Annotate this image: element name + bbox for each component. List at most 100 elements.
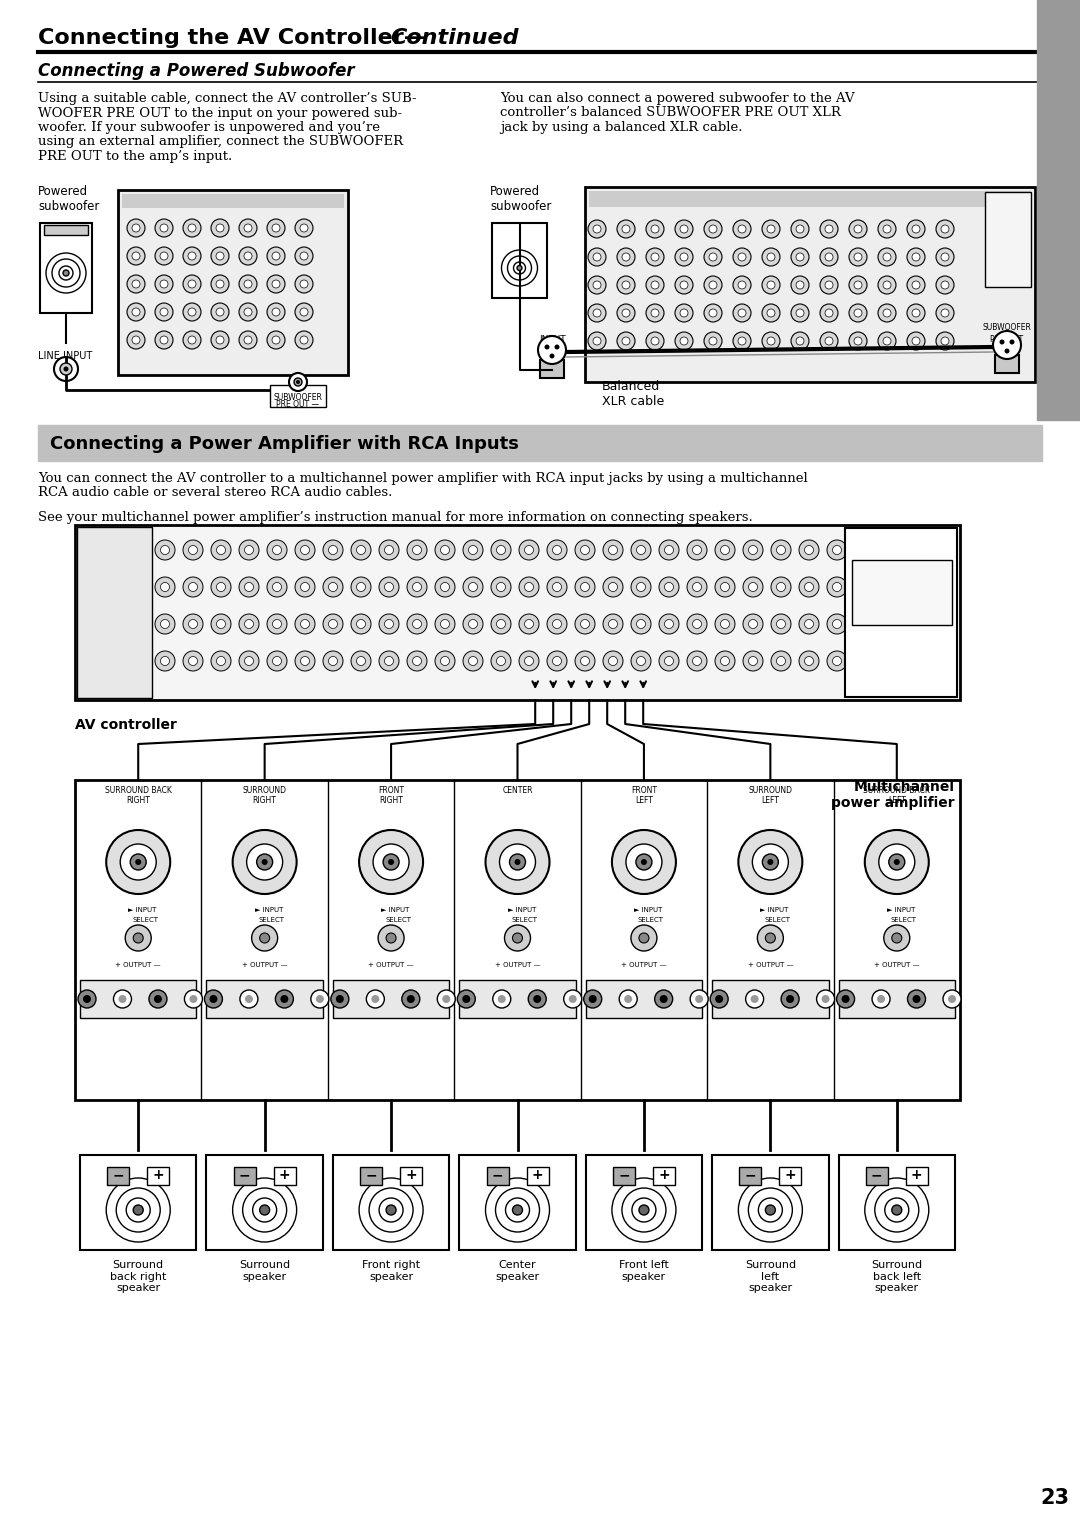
Bar — [985, 192, 1031, 287]
Circle shape — [651, 253, 659, 261]
Circle shape — [272, 656, 282, 665]
Text: Surround
left
speaker: Surround left speaker — [745, 1260, 796, 1293]
Circle shape — [356, 620, 365, 629]
Circle shape — [825, 224, 833, 233]
Circle shape — [733, 220, 751, 238]
Circle shape — [295, 331, 313, 349]
Circle shape — [379, 577, 399, 597]
Circle shape — [622, 308, 630, 317]
Text: Connecting a Power Amplifier with RCA Inputs: Connecting a Power Amplifier with RCA In… — [50, 435, 518, 453]
Circle shape — [708, 337, 717, 345]
Circle shape — [435, 540, 455, 560]
Circle shape — [525, 656, 534, 665]
Circle shape — [799, 652, 819, 671]
Circle shape — [841, 995, 850, 1003]
Circle shape — [907, 276, 924, 295]
Circle shape — [244, 308, 252, 316]
Circle shape — [791, 249, 809, 266]
Circle shape — [492, 990, 511, 1009]
Bar — [740, 1167, 761, 1186]
Circle shape — [603, 613, 623, 633]
Circle shape — [675, 249, 693, 266]
Circle shape — [743, 540, 762, 560]
Circle shape — [820, 220, 838, 238]
Bar — [906, 1167, 928, 1186]
Circle shape — [820, 249, 838, 266]
Text: ONKYO®: ONKYO® — [874, 560, 929, 571]
Bar — [613, 1167, 635, 1186]
Circle shape — [622, 224, 630, 233]
Circle shape — [877, 995, 885, 1003]
Circle shape — [767, 337, 775, 345]
Circle shape — [185, 990, 202, 1009]
Circle shape — [204, 990, 222, 1009]
Text: FRONT
RIGHT: FRONT RIGHT — [378, 786, 404, 806]
Circle shape — [188, 279, 195, 288]
Circle shape — [883, 281, 891, 288]
Circle shape — [762, 220, 780, 238]
Text: SELECT: SELECT — [132, 917, 158, 923]
Circle shape — [720, 545, 729, 554]
Circle shape — [300, 656, 310, 665]
Circle shape — [708, 281, 717, 288]
Circle shape — [328, 656, 337, 665]
Circle shape — [849, 333, 867, 349]
Circle shape — [156, 613, 175, 633]
Circle shape — [160, 224, 168, 232]
Circle shape — [762, 333, 780, 349]
Circle shape — [183, 577, 203, 597]
Circle shape — [907, 304, 924, 322]
Circle shape — [54, 357, 78, 382]
Circle shape — [715, 540, 735, 560]
Circle shape — [816, 990, 835, 1009]
Circle shape — [936, 220, 954, 238]
Text: +: + — [279, 1167, 291, 1183]
Circle shape — [833, 545, 841, 554]
Circle shape — [675, 276, 693, 295]
Text: Front right
speaker: Front right speaker — [362, 1260, 420, 1282]
Circle shape — [941, 253, 949, 261]
Bar — [585, 980, 702, 1018]
Bar — [838, 980, 955, 1018]
Circle shape — [854, 308, 862, 317]
Circle shape — [624, 995, 632, 1003]
Circle shape — [359, 830, 423, 894]
Circle shape — [738, 224, 746, 233]
Circle shape — [504, 925, 530, 951]
Circle shape — [664, 545, 674, 554]
Circle shape — [519, 577, 539, 597]
Circle shape — [733, 249, 751, 266]
Circle shape — [608, 545, 618, 554]
Circle shape — [211, 247, 229, 266]
Circle shape — [183, 220, 201, 237]
Circle shape — [413, 656, 421, 665]
Text: Center
speaker: Center speaker — [496, 1260, 540, 1282]
Circle shape — [786, 995, 794, 1003]
Circle shape — [497, 656, 505, 665]
Circle shape — [132, 336, 140, 343]
Circle shape — [651, 308, 659, 317]
Circle shape — [791, 220, 809, 238]
Circle shape — [708, 308, 717, 317]
Circle shape — [546, 540, 567, 560]
Circle shape — [805, 656, 813, 665]
Circle shape — [889, 855, 905, 870]
Circle shape — [651, 337, 659, 345]
Circle shape — [692, 656, 702, 665]
Circle shape — [384, 620, 393, 629]
Circle shape — [704, 249, 723, 266]
Circle shape — [300, 545, 310, 554]
Circle shape — [300, 252, 308, 259]
Circle shape — [639, 932, 649, 943]
Circle shape — [131, 855, 146, 870]
Circle shape — [936, 276, 954, 295]
Circle shape — [696, 995, 703, 1003]
Circle shape — [757, 925, 783, 951]
Circle shape — [356, 656, 365, 665]
Bar — [712, 1155, 828, 1250]
Circle shape — [239, 540, 259, 560]
Circle shape — [912, 337, 920, 345]
Circle shape — [356, 583, 365, 592]
Circle shape — [827, 613, 847, 633]
Circle shape — [745, 990, 764, 1009]
